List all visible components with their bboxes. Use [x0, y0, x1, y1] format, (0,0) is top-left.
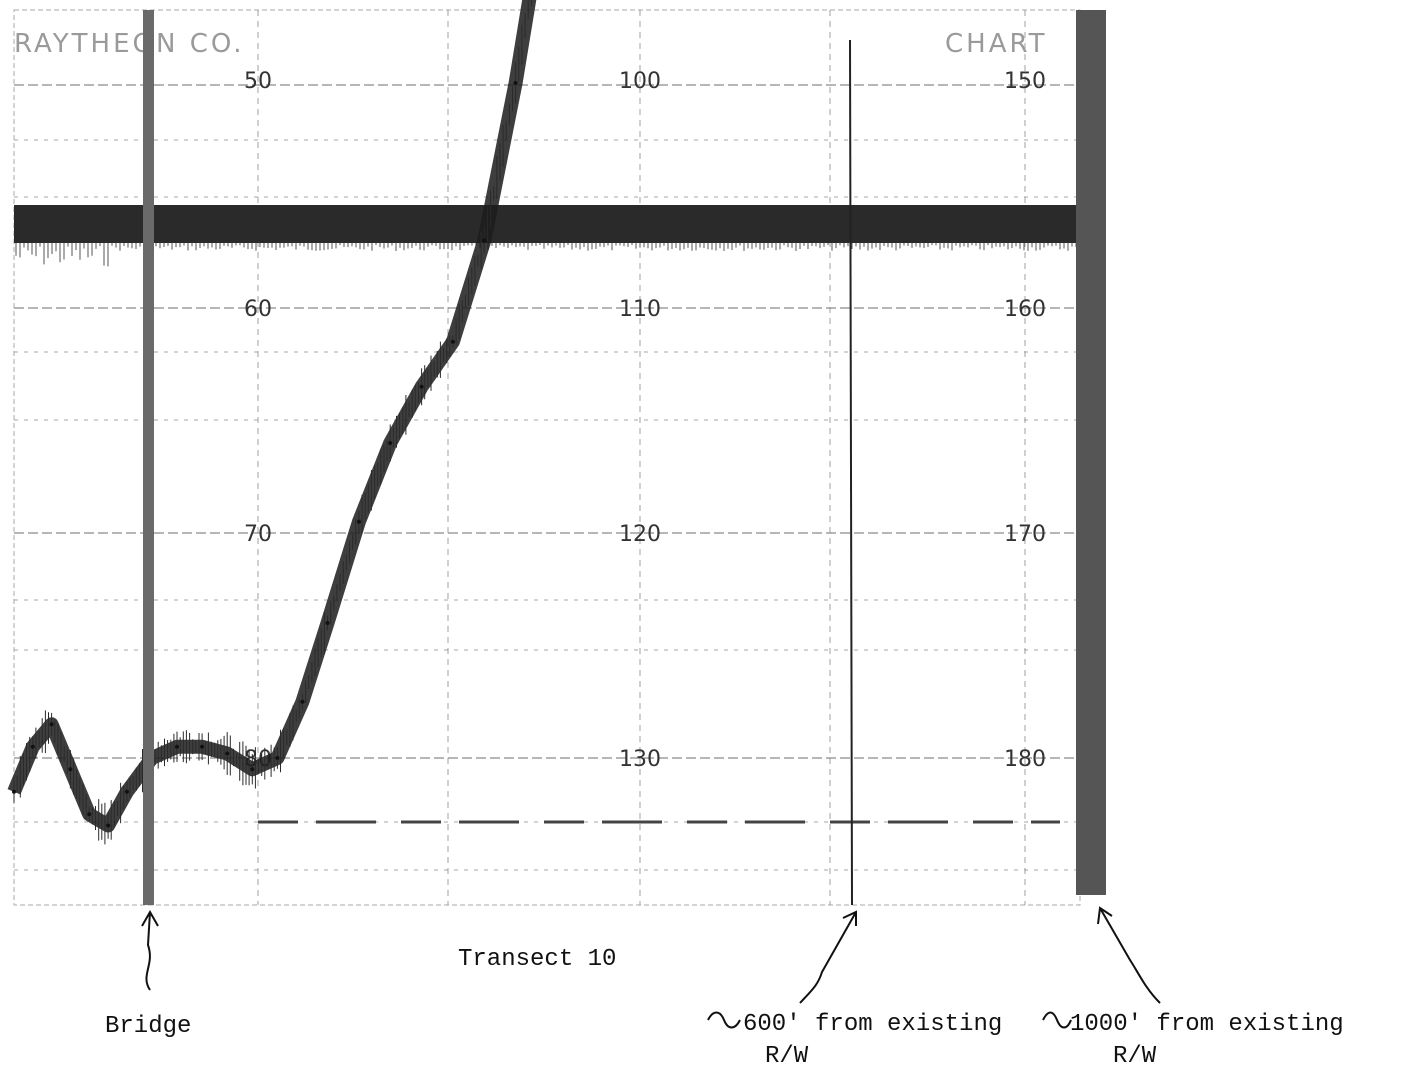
- profile-point-5: [106, 823, 111, 828]
- tilde-mark-1000-icon: [1042, 1011, 1072, 1029]
- scale-label-170: 170: [1004, 522, 1046, 547]
- scale-label-180: 180: [1004, 747, 1046, 772]
- profile-line: [7, 0, 537, 833]
- marker-1000-sublabel: R/W: [1113, 1043, 1157, 1069]
- bridge-marker-line: [143, 10, 154, 905]
- profile-point-18: [450, 339, 455, 344]
- chart-frame: [13, 9, 1081, 906]
- marker-1000-line: [1076, 10, 1106, 895]
- marker-1000-label: 1000' from existing: [1070, 1011, 1344, 1038]
- profile-point-3: [68, 767, 73, 772]
- profile-point-0: [12, 789, 16, 794]
- bottom-profile: [7, 0, 537, 845]
- header-right: CHART: [945, 29, 1048, 59]
- scale-label-130: 130: [619, 747, 661, 772]
- profile-point-16: [388, 441, 393, 445]
- profile-point-14: [325, 621, 330, 625]
- marker-600-label: 600' from existing: [743, 1011, 1002, 1038]
- profile-point-19: [482, 238, 487, 243]
- arrow-600: [799, 910, 857, 1004]
- scale-label-70: 70: [244, 522, 272, 547]
- scale-label-120: 120: [619, 522, 661, 547]
- scale-label-110: 110: [619, 297, 661, 322]
- profile-point-2: [49, 722, 54, 727]
- profile-point-4: [87, 812, 92, 817]
- profile-point-10: [225, 751, 230, 756]
- chart-grid: [14, 10, 1080, 905]
- bridge-label: Bridge: [105, 1013, 191, 1040]
- marker-600-sublabel: R/W: [765, 1043, 809, 1069]
- depth-scale-labels: 50 100 150 60 110 160 70 120 170 80 130 …: [244, 69, 1046, 772]
- chart-title: Transect 10: [458, 946, 616, 973]
- scale-label-150: 150: [1004, 69, 1046, 94]
- surface-return-band: [14, 205, 1080, 243]
- profile-point-13: [300, 699, 305, 704]
- scale-label-160: 160: [1004, 297, 1046, 322]
- bridge-arrow: [141, 909, 159, 991]
- profile-point-8: [175, 744, 179, 749]
- tilde-mark-600-icon: [707, 1011, 741, 1029]
- header-left: RAYTHEON CO.: [14, 29, 245, 59]
- arrow-1000: [1097, 906, 1161, 1004]
- profile-point-15: [356, 519, 361, 524]
- profile-point-11: [250, 767, 255, 772]
- scale-label-100: 100: [619, 69, 661, 94]
- profile-point-9: [200, 744, 205, 749]
- profile-point-6: [124, 789, 129, 794]
- scale-label-60: 60: [244, 297, 272, 322]
- marker-600-line: [849, 39, 853, 906]
- profile-point-1: [30, 744, 35, 749]
- profile-point-12: [275, 756, 280, 760]
- scale-label-50: 50: [244, 69, 272, 94]
- profile-point-20: [513, 81, 518, 85]
- surface-band-noise: [15, 243, 1077, 267]
- profile-point-17: [419, 384, 424, 389]
